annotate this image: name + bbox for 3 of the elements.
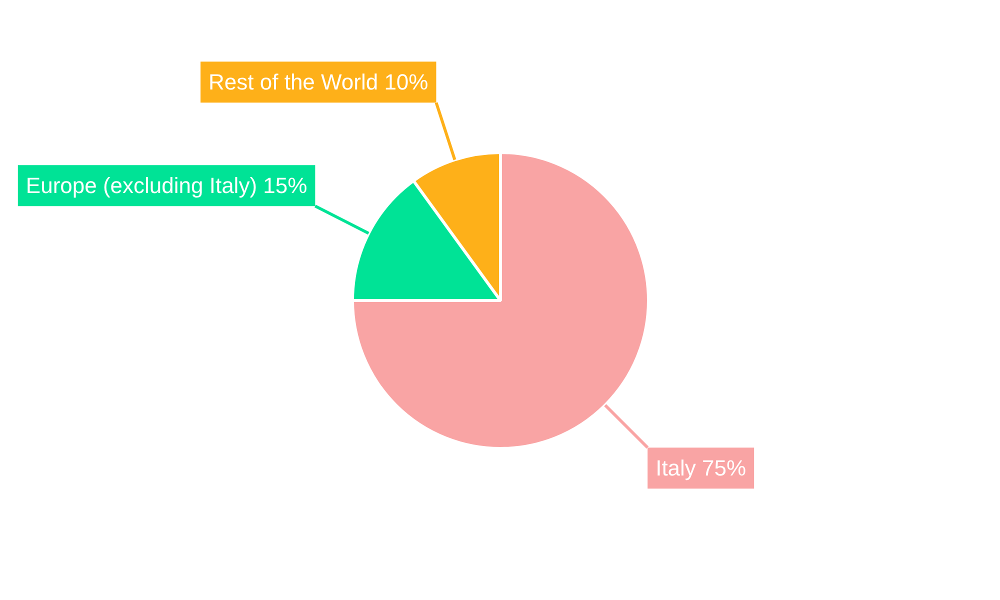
- slice-label: Europe (excluding Italy) 15%: [26, 173, 308, 198]
- slice-label: Rest of the World 10%: [208, 70, 428, 95]
- slice-label: Italy 75%: [656, 456, 746, 481]
